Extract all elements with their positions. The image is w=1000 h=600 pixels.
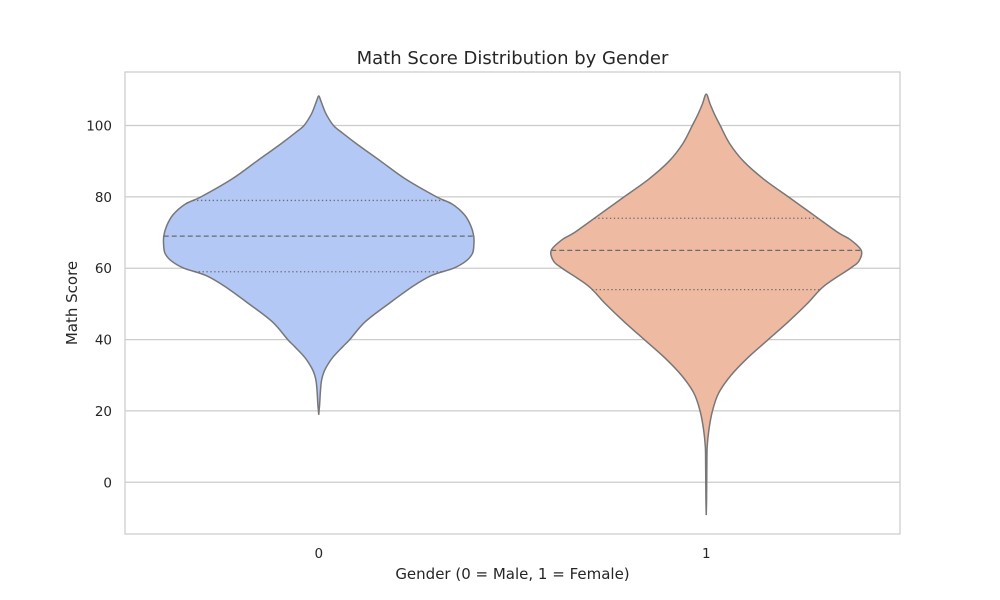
y-tick-label: 40 <box>95 333 112 349</box>
y-tick-label: 60 <box>95 261 112 277</box>
y-tick-label: 100 <box>86 119 112 135</box>
y-tick-label: 80 <box>95 190 112 206</box>
violins <box>162 93 863 516</box>
chart-title: Math Score Distribution by Gender <box>357 48 669 69</box>
violin-0 <box>162 95 475 415</box>
x-axis-label: Gender (0 = Male, 1 = Female) <box>395 565 629 583</box>
violin-1 <box>550 93 863 516</box>
y-tick-labels: 0 20 40 60 80 100 <box>86 119 112 492</box>
x-tick-label: 0 <box>314 546 323 562</box>
x-tick-label: 1 <box>702 546 711 562</box>
y-tick-label: 0 <box>103 475 112 491</box>
y-tick-label: 20 <box>95 404 112 420</box>
violin-body <box>550 93 863 516</box>
y-axis-label: Math Score <box>63 261 81 345</box>
violin-body <box>162 95 475 415</box>
